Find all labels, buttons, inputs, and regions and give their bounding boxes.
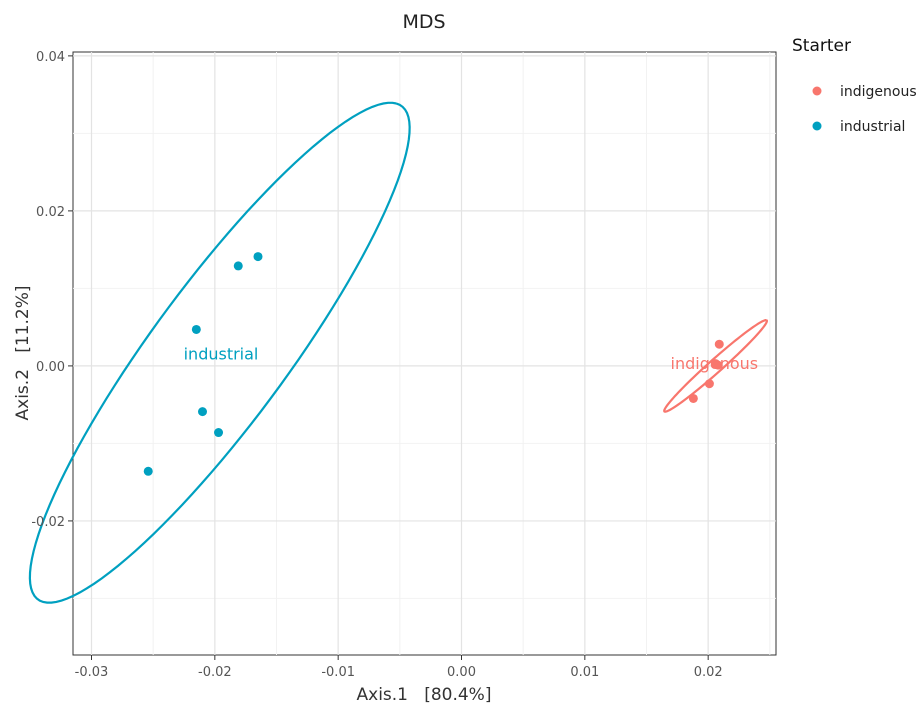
legend-label-industrial: industrial [840,119,905,135]
y-tick-label: 0.02 [36,205,65,220]
ellipse-industrial [28,101,411,604]
legend-label-indigenous: indigenous [840,84,917,100]
legend-title: Starter [792,36,851,56]
x-axis-ticks: -0.03 -0.02 -0.01 0.00 0.01 0.02 [75,655,723,680]
x-tick-label: 0.01 [570,665,599,680]
y-axis-title: Axis.2 [11.2%] [13,286,33,421]
point-industrial [143,466,153,476]
point-indigenous [713,360,723,370]
point-indigenous [704,379,714,389]
ellipse-indigenous [663,318,769,413]
legend-marker-industrial [812,121,822,131]
chart-title: MDS [402,11,445,33]
point-industrial [233,261,243,271]
point-industrial [191,324,201,334]
x-tick-label: -0.01 [321,665,355,680]
confidence-ellipses [28,101,769,604]
x-tick-label: -0.03 [75,665,109,680]
point-indigenous [688,393,698,403]
plot-panel [72,51,777,656]
group-labels: indigenous industrial [184,345,759,373]
point-industrial [253,252,263,262]
y-tick-label: 0.00 [36,360,65,375]
group-label-industrial: industrial [184,345,259,364]
legend-marker-indigenous [812,86,822,96]
legend: Starter indigenous industrial [792,36,917,135]
x-tick-label: 0.00 [447,665,476,680]
y-axis-ticks: -0.02 0.00 0.02 0.04 [31,50,73,530]
point-indigenous [714,339,724,349]
gridlines [73,52,776,655]
x-tick-label: -0.02 [198,665,232,680]
point-industrial [198,407,207,417]
y-tick-label: -0.02 [31,515,65,530]
data-points [143,252,724,476]
x-tick-label: 0.02 [694,665,723,680]
x-axis-title: Axis.1 [80.4%] [357,685,492,705]
y-tick-label: 0.04 [36,50,65,65]
point-industrial [214,428,224,438]
group-label-indigenous: indigenous [671,354,759,373]
